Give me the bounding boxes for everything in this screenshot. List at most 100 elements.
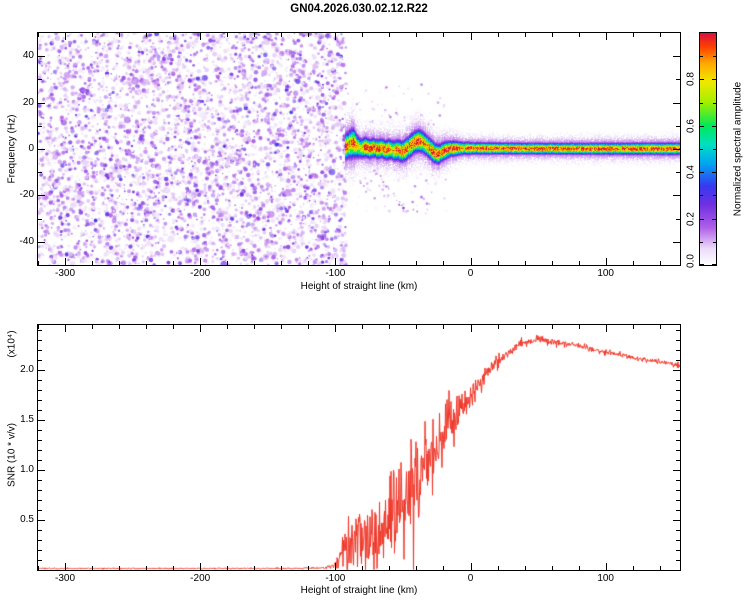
x-minor-tick xyxy=(146,261,148,265)
x-minor-tick xyxy=(578,566,580,570)
x-minor-tick xyxy=(578,33,580,37)
x-tick-label: -200 xyxy=(190,268,211,279)
y-major-tick xyxy=(38,420,45,421)
x-minor-tick xyxy=(92,33,94,37)
x-minor-tick xyxy=(281,325,283,329)
bottom-x-axis-label: Height of straight line (km) xyxy=(300,585,418,596)
colorbar-tick-label: 0.6 xyxy=(685,118,697,133)
colorbar-tick-label: 0.8 xyxy=(685,72,697,87)
colorbar-major-tick xyxy=(712,172,716,174)
x-minor-tick xyxy=(173,261,175,265)
x-minor-tick xyxy=(362,325,364,329)
x-minor-tick xyxy=(308,566,310,570)
x-minor-tick xyxy=(92,261,94,265)
y-minor-tick xyxy=(38,172,42,174)
colorbar-minor-tick xyxy=(713,149,716,150)
x-minor-tick xyxy=(416,566,418,570)
x-minor-tick xyxy=(119,325,121,329)
x-minor-tick xyxy=(38,261,39,265)
x-minor-tick xyxy=(443,325,445,329)
x-minor-tick xyxy=(227,566,229,570)
y-minor-tick xyxy=(676,460,680,461)
x-major-tick xyxy=(200,563,202,570)
colorbar-minor-tick xyxy=(713,102,716,104)
x-minor-tick xyxy=(524,325,526,329)
bottom-y-axis-scale-label: (x10⁴) xyxy=(6,330,18,358)
colorbar-major-tick xyxy=(700,264,704,265)
x-major-tick xyxy=(470,325,472,332)
x-minor-tick xyxy=(659,566,661,570)
colorbar-minor-tick xyxy=(713,56,716,58)
x-minor-tick xyxy=(308,33,310,37)
colorbar-major-tick xyxy=(700,172,704,174)
y-minor-tick xyxy=(38,440,42,441)
x-major-tick xyxy=(335,325,337,332)
y-major-tick xyxy=(673,241,680,243)
y-major-tick xyxy=(673,370,680,371)
x-minor-tick xyxy=(551,325,553,329)
x-minor-tick xyxy=(308,325,310,329)
x-minor-tick xyxy=(659,33,661,37)
y-major-tick xyxy=(38,102,45,104)
x-minor-tick xyxy=(497,325,499,329)
y-minor-tick xyxy=(676,430,680,431)
x-minor-tick xyxy=(524,261,526,265)
colorbar-tick-label: 0.0 xyxy=(685,254,697,268)
x-minor-tick xyxy=(389,566,391,570)
x-minor-tick xyxy=(389,261,391,265)
y-minor-tick xyxy=(38,125,42,127)
x-minor-tick xyxy=(173,33,175,37)
y-minor-tick xyxy=(38,480,42,481)
x-major-tick xyxy=(605,563,607,570)
y-major-tick xyxy=(673,149,680,150)
colorbar xyxy=(699,32,717,266)
x-minor-tick xyxy=(227,33,229,37)
x-minor-tick xyxy=(551,566,553,570)
y-major-tick xyxy=(38,149,45,150)
colorbar-minor-tick xyxy=(700,195,703,197)
y-minor-tick xyxy=(676,340,680,341)
y-minor-tick xyxy=(676,330,680,331)
x-tick-label: 100 xyxy=(597,268,614,279)
y-minor-tick xyxy=(38,350,42,351)
y-tick-label: 0 xyxy=(28,143,34,154)
colorbar-major-tick xyxy=(712,125,716,127)
y-major-tick xyxy=(673,195,680,197)
snr-canvas xyxy=(38,325,680,570)
y-tick-label: 0.5 xyxy=(20,514,34,525)
x-major-tick xyxy=(65,33,67,40)
x-minor-tick xyxy=(551,33,553,37)
x-minor-tick xyxy=(119,33,121,37)
y-tick-label: 1.0 xyxy=(20,464,34,475)
x-major-tick xyxy=(335,33,337,40)
bottom-y-axis-label: SNR (10 * v/v) xyxy=(6,423,18,487)
y-major-tick xyxy=(673,56,680,58)
y-minor-tick xyxy=(38,540,42,541)
y-minor-tick xyxy=(676,480,680,481)
y-minor-tick xyxy=(676,79,680,81)
y-tick-label: -20 xyxy=(19,189,34,201)
y-minor-tick xyxy=(38,510,42,511)
x-minor-tick xyxy=(389,33,391,37)
y-minor-tick xyxy=(38,530,42,531)
x-major-tick xyxy=(200,258,202,265)
colorbar-major-tick xyxy=(700,79,704,81)
x-minor-tick xyxy=(362,33,364,37)
x-minor-tick xyxy=(227,325,229,329)
x-tick-label: 0 xyxy=(467,573,474,584)
x-major-tick xyxy=(335,563,337,570)
x-tick-label: -100 xyxy=(325,573,346,584)
x-major-tick xyxy=(65,258,67,265)
x-major-tick xyxy=(470,33,472,40)
y-minor-tick xyxy=(676,440,680,441)
x-minor-tick xyxy=(119,566,121,570)
x-minor-tick xyxy=(524,566,526,570)
colorbar-minor-tick xyxy=(700,56,703,58)
y-major-tick xyxy=(673,102,680,104)
y-major-tick xyxy=(38,370,45,371)
spectrogram-panel xyxy=(37,32,681,266)
y-minor-tick xyxy=(676,350,680,351)
y-major-tick xyxy=(38,195,45,197)
y-minor-tick xyxy=(38,430,42,431)
colorbar-tick-label: 0.2 xyxy=(685,211,697,226)
